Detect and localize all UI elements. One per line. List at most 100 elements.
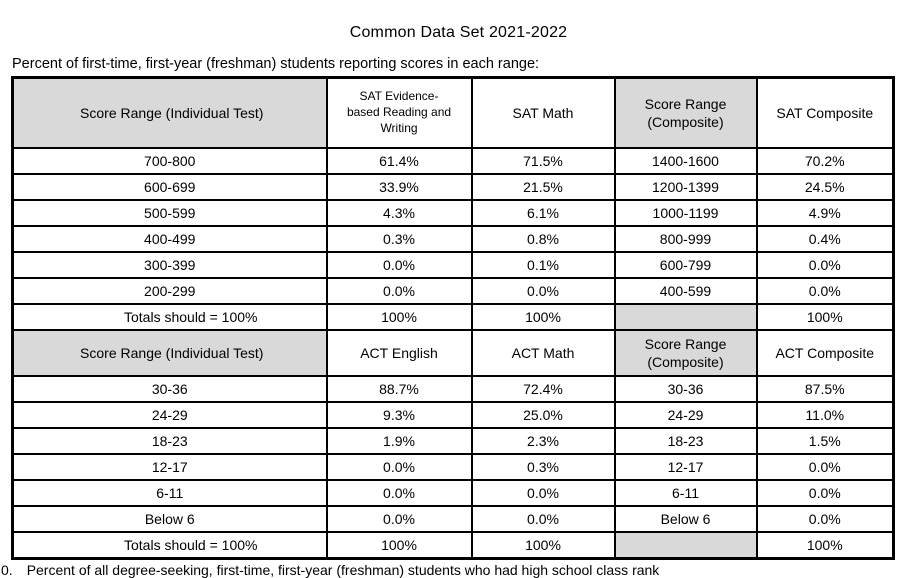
table-cell: Below 6 bbox=[11, 505, 328, 533]
table-cell: 100% bbox=[325, 303, 473, 331]
table-cell: 0.0% bbox=[470, 479, 616, 507]
table-cell: 24.5% bbox=[755, 173, 895, 201]
table-cell: 0.0% bbox=[755, 505, 895, 533]
table-cell: 6-11 bbox=[11, 479, 328, 507]
gray-cell: Score Range (Individual Test) bbox=[11, 76, 328, 149]
table-cell: 0.0% bbox=[755, 453, 895, 481]
table-cell: 12-17 bbox=[11, 453, 328, 481]
footnote-marker: 0. bbox=[1, 562, 13, 578]
table-cell: 2.3% bbox=[470, 427, 616, 455]
score-data-row: 300-399 0.0% 0.1% 600-799 0.0% bbox=[11, 251, 895, 279]
table-cell: 100% bbox=[470, 303, 616, 331]
table-cell: 1000-1199 bbox=[613, 199, 758, 227]
table-cell: 33.9% bbox=[325, 173, 473, 201]
table-cell: 0.0% bbox=[325, 479, 473, 507]
gray-cell bbox=[613, 531, 758, 560]
score-data-row: 700-800 61.4% 71.5% 1400-1600 70.2% bbox=[11, 147, 895, 175]
table-cell: 200-299 bbox=[11, 277, 328, 305]
score-data-row: 500-599 4.3% 6.1% 1000-1199 4.9% bbox=[11, 199, 895, 227]
gray-cell: Score Range (Individual Test) bbox=[11, 329, 328, 377]
table-cell: 87.5% bbox=[755, 375, 895, 403]
table-cell: 0.0% bbox=[470, 277, 616, 305]
section-header-row: Score Range (Individual Test) ACT English… bbox=[11, 329, 895, 377]
table-cell: 30-36 bbox=[613, 375, 758, 403]
table-cell: 0.8% bbox=[470, 225, 616, 253]
table-cell: 88.7% bbox=[325, 375, 473, 403]
gray-cell bbox=[613, 303, 758, 331]
gray-cell: Score Range (Composite) bbox=[613, 329, 758, 377]
table-cell: ACT English bbox=[325, 329, 473, 377]
table-cell: 600-799 bbox=[613, 251, 758, 279]
table-cell: ACT Math bbox=[470, 329, 616, 377]
table-cell: 0.3% bbox=[325, 225, 473, 253]
table-cell: 6-11 bbox=[613, 479, 758, 507]
table-cell: ACT Composite bbox=[755, 329, 895, 377]
table-cell: 0.0% bbox=[470, 505, 616, 533]
section-header-row: Score Range (Individual Test) SAT Evidenc… bbox=[11, 76, 895, 149]
table-cell: 0.0% bbox=[325, 505, 473, 533]
table-cell: 0.1% bbox=[470, 251, 616, 279]
table-cell: 0.0% bbox=[755, 479, 895, 507]
table-cell: SAT Composite bbox=[755, 76, 895, 149]
score-data-row: 200-299 0.0% 0.0% 400-599 0.0% bbox=[11, 277, 895, 305]
table-cell: 4.3% bbox=[325, 199, 473, 227]
table-cell: 0.0% bbox=[325, 277, 473, 305]
table-cell: 0.3% bbox=[470, 453, 616, 481]
table-cell: 100% bbox=[325, 531, 473, 560]
table-cell: 100% bbox=[755, 531, 895, 560]
score-data-row: 24-29 9.3% 25.0% 24-29 11.0% bbox=[11, 401, 895, 429]
table-cell: 600-699 bbox=[11, 173, 328, 201]
table-cell: 25.0% bbox=[470, 401, 616, 429]
score-data-row: 12-17 0.0% 0.3% 12-17 0.0% bbox=[11, 453, 895, 481]
table-cell: 18-23 bbox=[11, 427, 328, 455]
table-cell: Totals should = 100% bbox=[11, 531, 328, 560]
totals-row: Totals should = 100% 100% 100% 100% bbox=[11, 531, 895, 560]
table-cell: 21.5% bbox=[470, 173, 616, 201]
table-cell: 1.9% bbox=[325, 427, 473, 455]
table-cell: 400-599 bbox=[613, 277, 758, 305]
totals-row: Totals should = 100% 100% 100% 100% bbox=[11, 303, 895, 331]
table-cell: 9.3% bbox=[325, 401, 473, 429]
table-cell: 1400-1600 bbox=[613, 147, 758, 175]
table-cell: 4.9% bbox=[755, 199, 895, 227]
table-cell: 300-399 bbox=[11, 251, 328, 279]
table-cell: 61.4% bbox=[325, 147, 473, 175]
score-data-row: 400-499 0.3% 0.8% 800-999 0.4% bbox=[11, 225, 895, 253]
table-cell: 0.0% bbox=[325, 251, 473, 279]
table-cell: 0.0% bbox=[755, 277, 895, 305]
table-cell: 18-23 bbox=[613, 427, 758, 455]
table-cell: Below 6 bbox=[613, 505, 758, 533]
table-cell: 24-29 bbox=[613, 401, 758, 429]
table-cell: 72.4% bbox=[470, 375, 616, 403]
table-cell: 71.5% bbox=[470, 147, 616, 175]
score-data-row: Below 6 0.0% 0.0% Below 6 0.0% bbox=[11, 505, 895, 533]
table-cell: SAT Math bbox=[470, 76, 616, 149]
footnote-text: Percent of all degree-seeking, first-tim… bbox=[26, 562, 660, 578]
gray-cell: Score Range (Composite) bbox=[613, 76, 758, 149]
score-data-row: 600-699 33.9% 21.5% 1200-1399 24.5% bbox=[11, 173, 895, 201]
table-cell: Totals should = 100% bbox=[11, 303, 328, 331]
footnote-line: 0. Percent of all degree-seeking, first-t… bbox=[0, 562, 917, 578]
score-data-row: 18-23 1.9% 2.3% 18-23 1.5% bbox=[11, 427, 895, 455]
table-cell: SAT Evidence- based Reading and Writing bbox=[325, 76, 473, 149]
table-cell: 70.2% bbox=[755, 147, 895, 175]
table-cell: 500-599 bbox=[11, 199, 328, 227]
score-data-row: 30-36 88.7% 72.4% 30-36 87.5% bbox=[11, 375, 895, 403]
table-cell: 0.0% bbox=[325, 453, 473, 481]
table-cell: 12-17 bbox=[613, 453, 758, 481]
table-cell: 0.0% bbox=[755, 251, 895, 279]
document-title: Common Data Set 2021-2022 bbox=[349, 24, 568, 41]
table-cell: 0.4% bbox=[755, 225, 895, 253]
table-cell: 11.0% bbox=[755, 401, 895, 429]
table-cell: 1.5% bbox=[755, 427, 895, 455]
table-cell: 30-36 bbox=[11, 375, 328, 403]
table-caption: Percent of first-time, first-year (fresh… bbox=[12, 56, 540, 72]
scores-table-body: Score Range (Individual Test) SAT Evidenc… bbox=[11, 76, 895, 560]
table-cell: 400-499 bbox=[11, 225, 328, 253]
table-cell: 24-29 bbox=[11, 401, 328, 429]
table-cell: 6.1% bbox=[470, 199, 616, 227]
table-cell: 800-999 bbox=[613, 225, 758, 253]
scores-table: Score Range (Individual Test) SAT Evidenc… bbox=[11, 76, 895, 560]
table-cell: 700-800 bbox=[11, 147, 328, 175]
table-cell: 1200-1399 bbox=[613, 173, 758, 201]
